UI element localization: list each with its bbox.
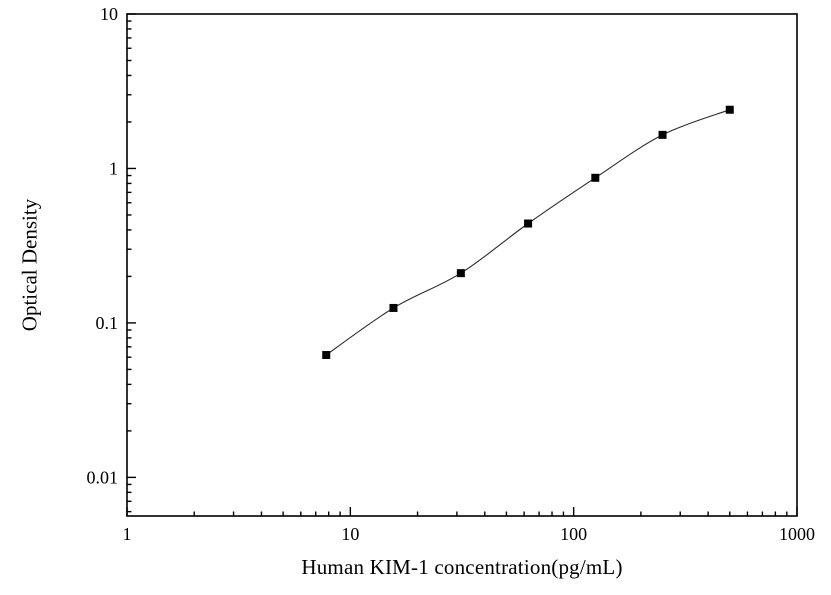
y-axis-title: Optical Density — [17, 198, 42, 332]
fit-curve — [325, 109, 730, 356]
data-point-marker — [456, 269, 465, 278]
data-point-marker — [725, 105, 734, 114]
x-tick-label: 1 — [123, 524, 132, 544]
y-tick-label: 0.1 — [96, 313, 119, 333]
data-point-marker — [524, 219, 533, 228]
y-tick-label: 1 — [109, 158, 118, 178]
y-tick-label: 10 — [100, 4, 118, 24]
data-point-marker — [658, 130, 667, 139]
data-point-marker — [322, 350, 331, 359]
x-axis-title: Human KIM-1 concentration(pg/mL) — [301, 555, 623, 579]
y-tick-label: 0.01 — [87, 467, 119, 487]
data-point-marker — [389, 303, 398, 312]
x-tick-label: 100 — [560, 524, 587, 544]
data-point-marker — [591, 173, 600, 182]
plot-border — [126, 13, 798, 517]
x-tick-label: 10 — [341, 524, 359, 544]
x-tick-label: 1000 — [779, 524, 815, 544]
